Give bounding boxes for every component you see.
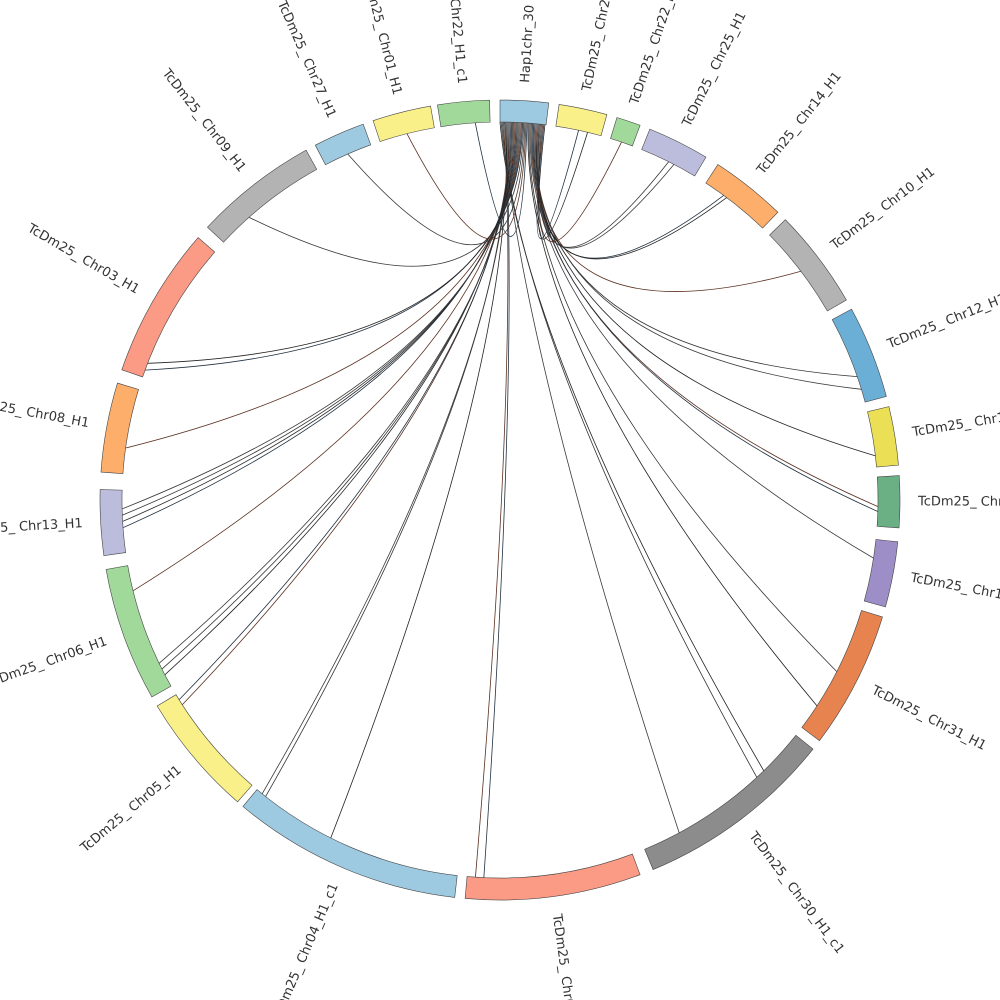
ideogram (876, 475, 901, 529)
chromosome-label: TcDm25_ Chr17_H1 (917, 494, 1000, 510)
chromosome-label: TcDm25_ Chr14_H1 (754, 69, 845, 178)
chromosome-label: TcDm25_ Chr10_H1 (827, 164, 938, 253)
ideogram (99, 489, 127, 557)
link (532, 123, 876, 457)
link (132, 122, 516, 592)
chromosome-label: TcDm25_ Chr22_H1 (627, 0, 682, 108)
ideograms (99, 99, 901, 901)
ideogram (437, 99, 491, 127)
chromosome-label: TcDm25_ Chr18_H1 (908, 570, 1000, 609)
link (537, 124, 588, 240)
ideogram (863, 539, 899, 608)
link (178, 122, 511, 701)
link (181, 122, 510, 706)
link (536, 124, 579, 240)
chromosome-label: TcDm25_ Chr13_H1 (0, 516, 83, 538)
chromosome-label: TcDm25_ Chr16_H1 (910, 405, 1000, 440)
link (474, 122, 528, 237)
links (121, 121, 879, 878)
link (330, 122, 508, 839)
link (528, 123, 838, 672)
link (537, 124, 669, 248)
ideogram (801, 610, 883, 742)
chromosome-label: TcDm25_ Chr05_H1 (77, 763, 184, 856)
chromosome-label: TcDm25_ Chr12_H1 (885, 291, 1000, 352)
link (347, 122, 526, 246)
chromosome-label: TcDm25_ Chr27_H1 (273, 0, 338, 120)
link (538, 124, 622, 243)
link (147, 122, 523, 364)
link (501, 121, 680, 833)
ideogram (314, 123, 372, 166)
link (145, 122, 522, 371)
link (164, 122, 512, 676)
link (121, 122, 520, 510)
chromosome-label: TcDm25_ Chr09_H1 (158, 66, 248, 176)
link (248, 122, 525, 267)
chromosome-label: TcDm25_ Chr08_H1 (0, 393, 90, 431)
ideogram (207, 149, 318, 243)
ideogram (610, 117, 641, 147)
link (122, 122, 519, 516)
chromosome-label: TcDm25_ Chr06_H1 (0, 634, 109, 691)
link (530, 123, 879, 507)
chromosome-label: TcDm25_ Chr25_H1 (679, 9, 749, 130)
ideogram (555, 104, 608, 137)
chromosome-label: TcDm25_ Chr01_H1 (358, 0, 404, 97)
link (122, 122, 517, 529)
link (122, 122, 518, 522)
ideogram (121, 237, 216, 378)
ideogram (769, 219, 847, 312)
link (527, 123, 818, 707)
ideogram (831, 308, 887, 403)
chromosome-label: TcDm25_ Chr03_H1 (24, 221, 142, 298)
chromosome-label: TcDm25_ Chr22_H1_c1 (441, 0, 470, 84)
link (265, 122, 508, 797)
chromosome-label: TcDm25_ Chr04_H1_c1 (269, 881, 342, 1000)
link (499, 121, 765, 771)
link (125, 122, 521, 449)
chromosome-label: TcDm25_ Chr20_H1 (579, 0, 620, 94)
ideogram (499, 99, 550, 126)
link (529, 123, 874, 559)
link (483, 121, 510, 878)
link (406, 122, 527, 240)
ideogram (644, 734, 814, 870)
link (158, 122, 514, 664)
chromosome-label: TcDm25_ Chr02_H1 (549, 912, 581, 1000)
ideogram (156, 694, 253, 803)
link (161, 122, 513, 670)
ideogram (867, 406, 899, 468)
ideogram (105, 565, 172, 698)
ideogram (641, 128, 707, 177)
ideogram (100, 382, 139, 474)
chromosome-label: TcDm25_ Chr31_H1 (868, 683, 988, 754)
ideogram (242, 789, 458, 898)
ideogram (705, 164, 779, 229)
chromosome-label: Hap1chr_30 (518, 4, 538, 83)
link (531, 123, 878, 512)
ideogram (464, 853, 641, 901)
chromosome-label: TcDm25_ Chr30_H1_c1 (745, 829, 847, 957)
ideogram (372, 105, 435, 142)
